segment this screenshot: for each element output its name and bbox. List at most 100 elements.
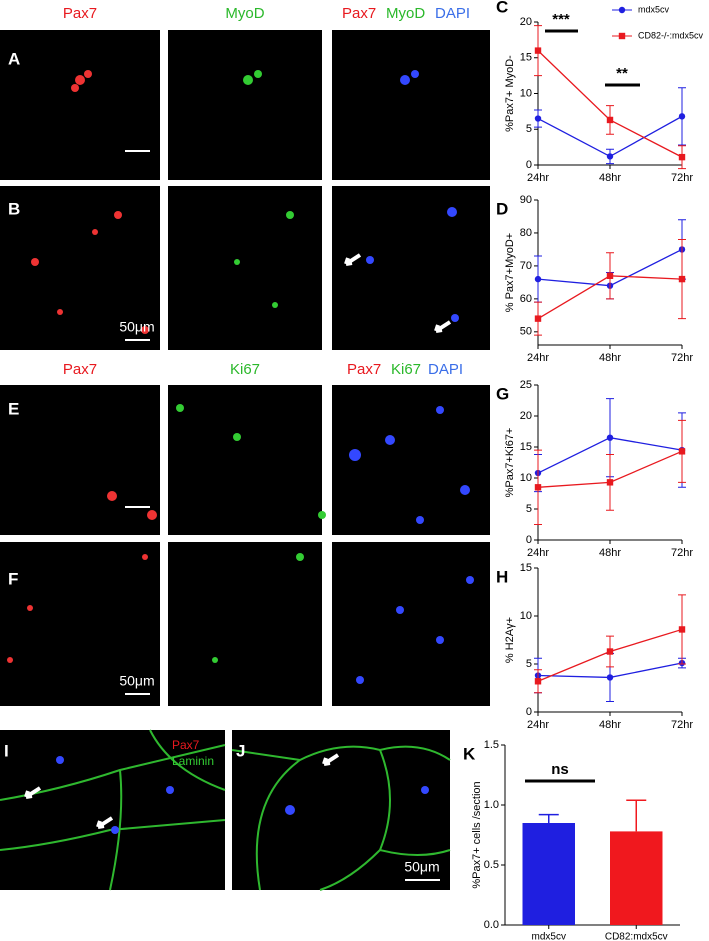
scale-label: 50μm (119, 673, 154, 689)
y-tick-label: 10 (520, 472, 532, 484)
x-tick-label: 24hr (527, 719, 549, 731)
y-axis-label: % H2Aγ+ (504, 617, 516, 663)
panel-letter: I (4, 741, 9, 760)
x-tick-label: 24hr (527, 547, 549, 559)
fiber (0, 729, 226, 891)
bar (610, 831, 663, 925)
point (606, 153, 614, 160)
y-tick-label: 1.5 (484, 739, 499, 751)
image (0, 542, 160, 706)
point (678, 275, 686, 283)
stain-label: DAPI (428, 361, 463, 378)
y-axis-label: % Pax7+MyoD+ (504, 233, 516, 312)
scale-label: 50μm (404, 859, 439, 875)
stain-legend: Pax7 (172, 738, 200, 752)
image (168, 30, 322, 180)
legend-label: CD82-/-:mdx5cv (638, 30, 704, 40)
y-tick-label: 25 (520, 379, 532, 391)
y-tick-label: 70 (520, 260, 532, 272)
y-tick-label: 0 (526, 159, 532, 171)
x-tick-label: 72hr (671, 547, 693, 559)
panel-letter: K (463, 744, 476, 763)
panel-letter: H (496, 567, 508, 586)
error-bar (626, 799, 647, 832)
panel-letter: J (236, 741, 245, 760)
error-bar (538, 813, 559, 823)
point (678, 153, 686, 161)
y-tick-label: 10 (520, 610, 532, 622)
image (168, 385, 322, 535)
stain-label: Pax7 (347, 361, 381, 378)
legend-marker (618, 6, 626, 14)
significance: ** (616, 65, 628, 82)
point (534, 315, 542, 322)
image (168, 186, 322, 350)
point (606, 674, 614, 681)
y-tick-label: 20 (520, 16, 532, 28)
y-axis-label: %Pax7+ MyoD- (504, 55, 516, 132)
point (606, 648, 614, 655)
x-tick-label: 24hr (527, 172, 549, 184)
image (332, 542, 490, 706)
significance: ns (551, 761, 569, 778)
fiber (231, 745, 451, 891)
stain-label: DAPI (435, 5, 470, 22)
panel-letter: B (8, 199, 20, 218)
image (332, 385, 490, 535)
y-axis-label: %Pax7+Ki67+ (504, 428, 516, 498)
bar (522, 823, 575, 925)
point (534, 47, 542, 54)
stain-label: MyoD (225, 5, 264, 22)
x-tick-label: CD82:mdx5cv (605, 932, 668, 941)
y-tick-label: 15 (520, 441, 532, 453)
cells (176, 70, 326, 663)
image (0, 186, 160, 350)
stain-legend: Laminin (172, 754, 214, 768)
point (606, 479, 614, 486)
y-tick-label: 1.0 (484, 799, 499, 811)
y-tick-label: 5 (526, 123, 532, 135)
x-tick-label: 48hr (599, 719, 621, 731)
image (332, 186, 490, 350)
point (534, 275, 542, 283)
image (0, 730, 225, 890)
scale-label: 50μm (119, 319, 154, 335)
x-tick-label: 72hr (671, 352, 693, 364)
image (332, 30, 490, 180)
cells (7, 70, 157, 663)
y-tick-label: 80 (520, 227, 532, 239)
legend-label: mdx5cv (638, 4, 670, 14)
y-tick-label: 5 (526, 503, 532, 515)
panel-letter: C (496, 0, 508, 16)
point (534, 678, 542, 685)
series-line (537, 50, 683, 158)
stain-label: Pax7 (342, 5, 376, 22)
point (678, 626, 686, 633)
x-tick-label: 48hr (599, 172, 621, 184)
x-tick-label: 24hr (527, 352, 549, 364)
panel-letter: F (8, 569, 18, 588)
micro-panels (0, 30, 490, 891)
point (606, 116, 614, 124)
y-tick-label: 90 (520, 194, 532, 206)
y-tick-label: 50 (520, 326, 532, 338)
point (678, 113, 686, 120)
y-tick-label: 5 (526, 658, 532, 670)
stain-label: Pax7 (63, 5, 97, 22)
arrow (24, 253, 452, 829)
panel-letter: D (496, 199, 508, 218)
legend-marker (618, 32, 626, 40)
point (606, 272, 614, 279)
y-tick-label: 20 (520, 410, 532, 422)
x-tick-label: 72hr (671, 172, 693, 184)
x-tick-label: mdx5cv (532, 932, 566, 941)
y-tick-label: 0.5 (484, 859, 499, 871)
panel-letter: E (8, 399, 19, 418)
stain-label: Ki67 (230, 361, 260, 378)
panel-letter: G (496, 384, 509, 403)
y-tick-label: 60 (520, 293, 532, 305)
stain-label: Pax7 (63, 361, 97, 378)
stain-label: Ki67 (391, 361, 421, 378)
image (0, 385, 160, 535)
